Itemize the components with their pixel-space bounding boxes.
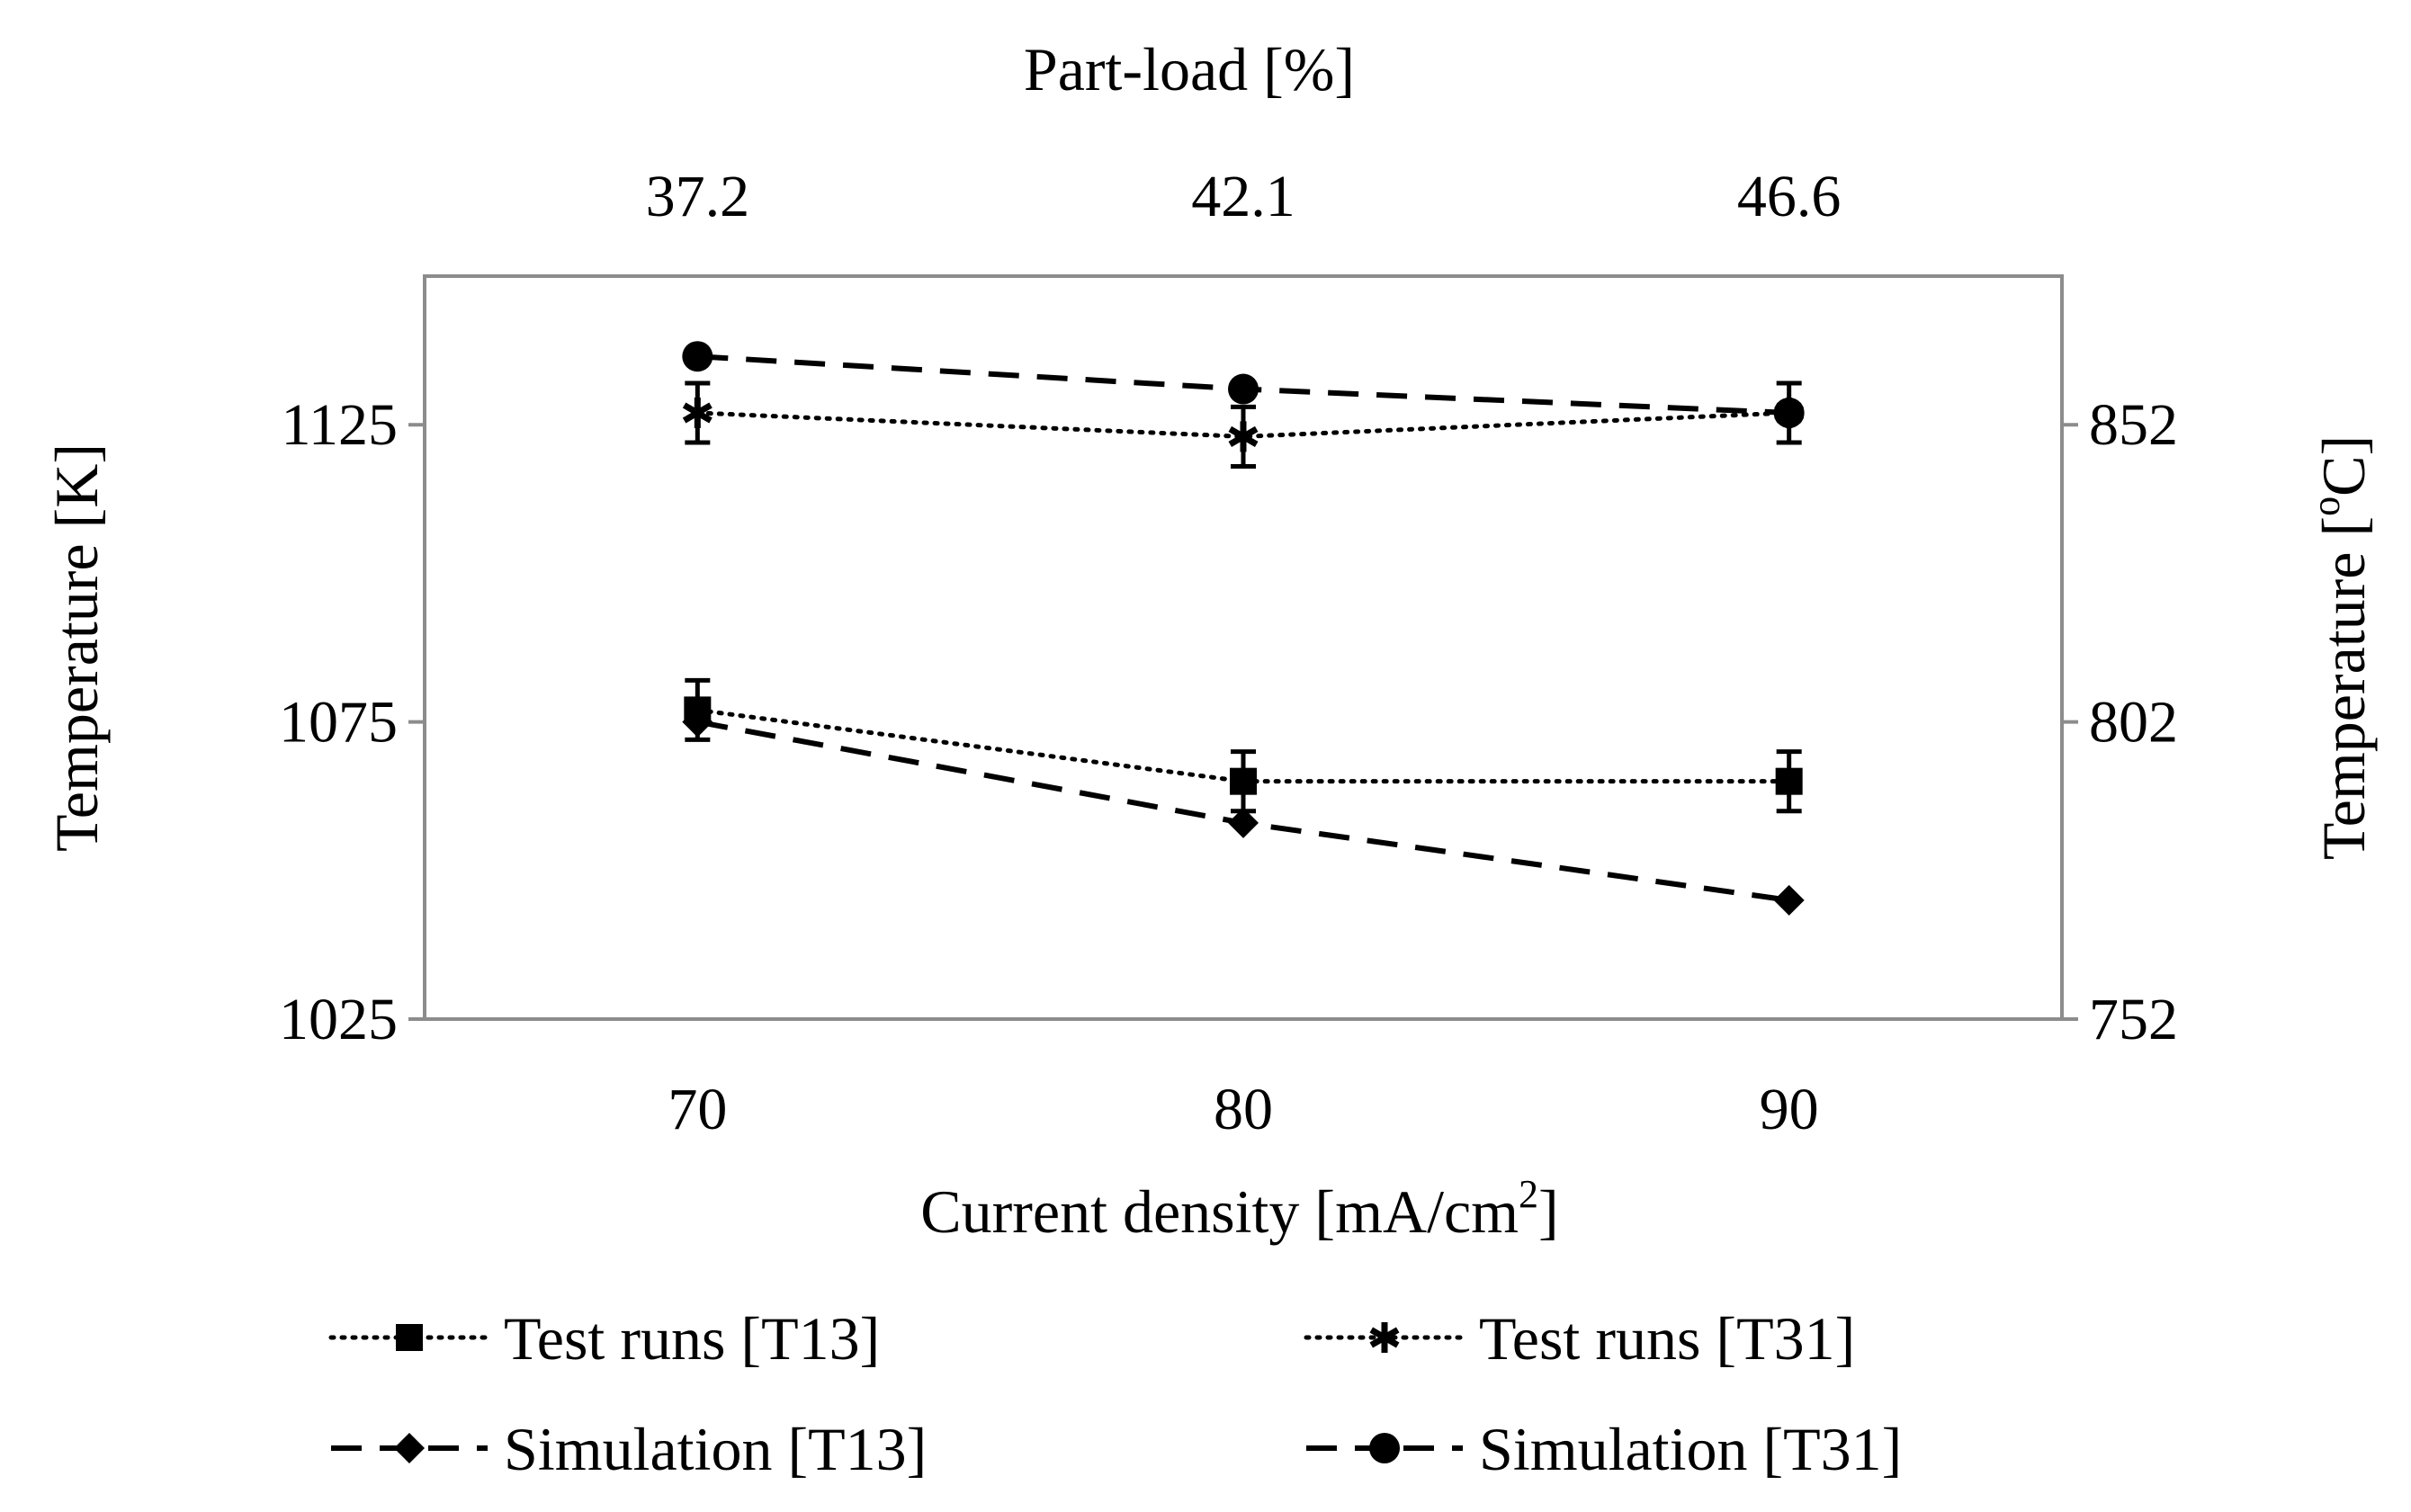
y-tick-label: 1075 [279, 690, 398, 756]
data-point-2 [1773, 884, 1805, 916]
top-axis-title: Part-load [%] [1024, 35, 1355, 103]
series-line-1 [695, 410, 1792, 439]
data-point-3 [1773, 397, 1805, 428]
y-right-tick-label: 802 [2089, 690, 2178, 756]
legend-label-1: Test runs [T31] [1479, 1304, 1855, 1373]
data-point-2 [1228, 807, 1259, 838]
data-point-2 [682, 706, 713, 738]
y-axis-title: Temperature [K] [42, 443, 111, 852]
top-tick-label: 46.6 [1737, 164, 1842, 229]
data-point-0 [1230, 767, 1257, 795]
y-right-tick-label: 752 [2089, 987, 2178, 1052]
legend-marker-1 [1369, 1322, 1400, 1353]
data-point-1 [682, 397, 713, 428]
y-tick-label: 1025 [279, 987, 398, 1052]
legend-marker-0 [396, 1324, 423, 1351]
data-point-3 [682, 341, 713, 372]
x-tick-label: 90 [1760, 1077, 1819, 1142]
y-right-axis-title: Temperature [oC] [2304, 435, 2378, 860]
legend-label-2: Simulation [T13] [504, 1415, 927, 1483]
plot-area [423, 274, 2064, 1021]
top-tick-label: 37.2 [646, 164, 750, 229]
legend-marker-3 [1369, 1433, 1400, 1463]
x-tick-label: 70 [668, 1077, 727, 1142]
legend-label-0: Test runs [T13] [504, 1304, 880, 1373]
x-axis-title: Current density [mA/cm2] [920, 1172, 1558, 1246]
x-tick-label: 80 [1214, 1077, 1273, 1142]
top-tick-label: 42.1 [1191, 164, 1295, 229]
legend-marker-2 [394, 1433, 425, 1463]
y-right-tick-label: 852 [2089, 392, 2178, 458]
legend-label-3: Simulation [T31] [1479, 1415, 1902, 1483]
data-point-3 [1228, 373, 1259, 405]
data-point-1 [1228, 421, 1259, 452]
data-point-0 [1775, 767, 1803, 795]
y-tick-label: 1125 [281, 392, 398, 458]
